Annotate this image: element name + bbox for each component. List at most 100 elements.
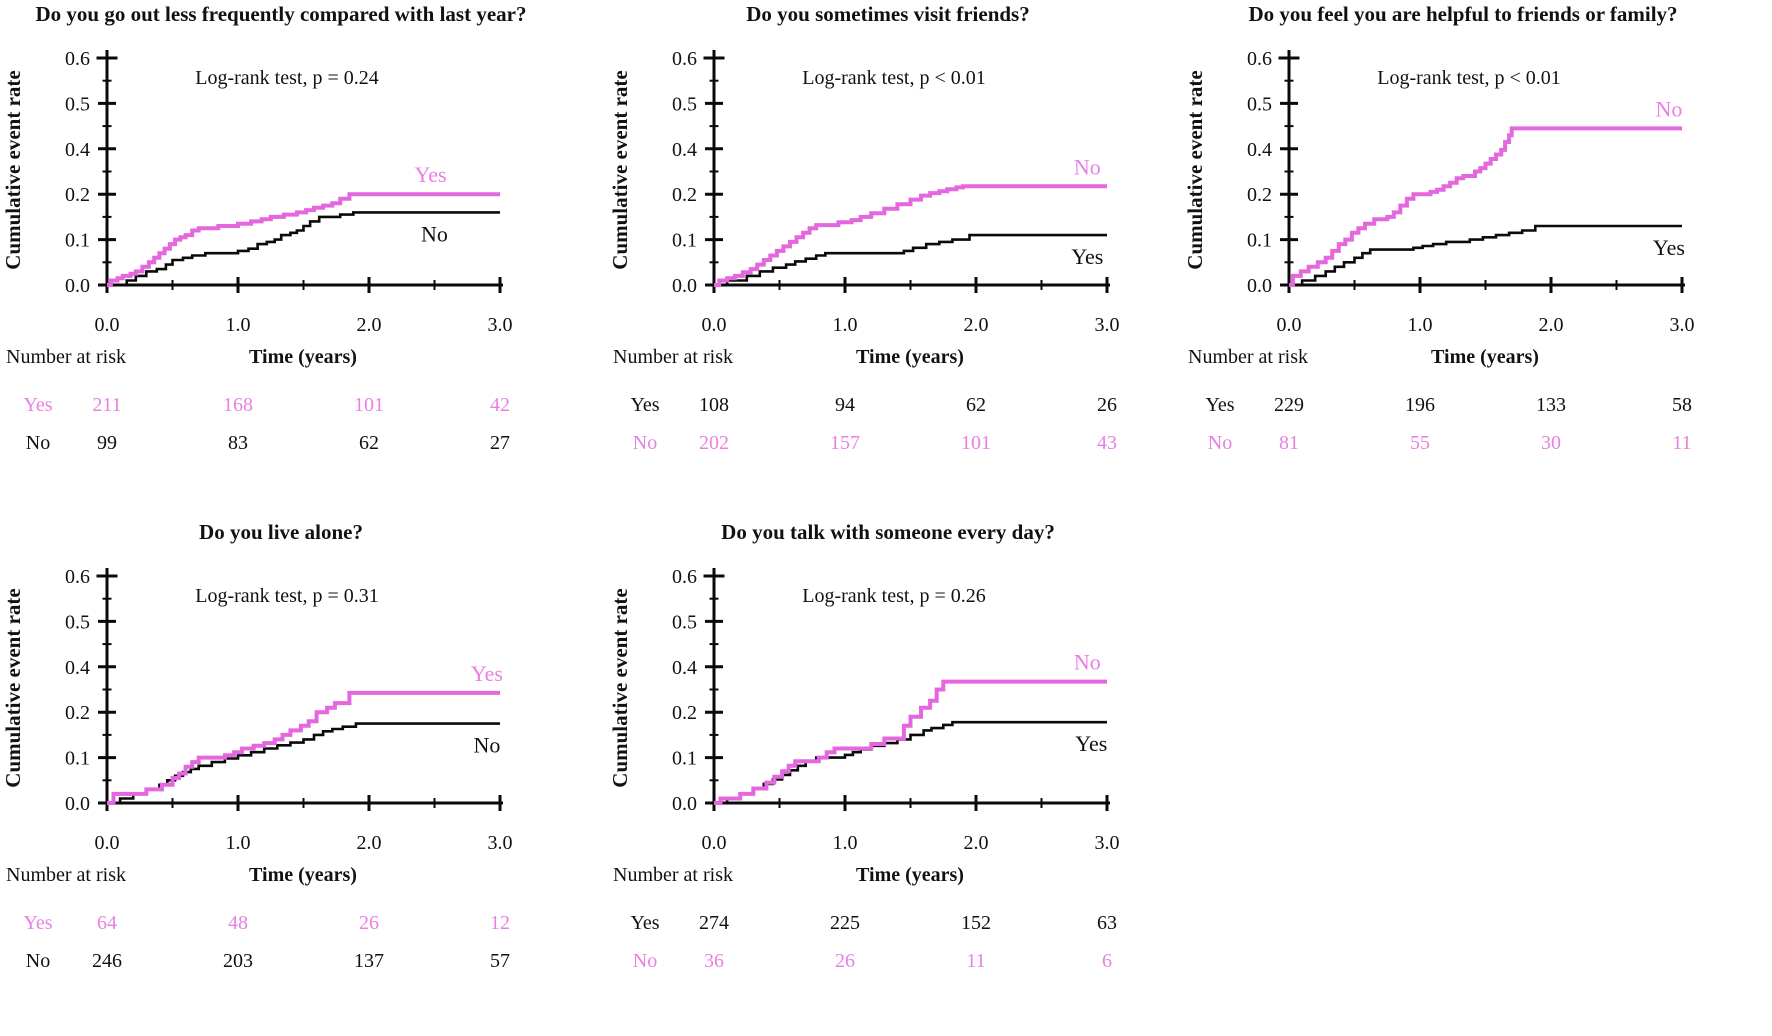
series-line-no bbox=[714, 184, 1107, 287]
series-label-yes: Yes bbox=[471, 661, 503, 686]
risk-count: 152 bbox=[961, 912, 991, 934]
x-tick-label: 2.0 bbox=[964, 314, 989, 336]
y-tick-label: 0.0 bbox=[672, 275, 697, 297]
axes: 0.0 0.1 0.2 0.4 0.5 0.6 0.0 1.0 2.0 3.0 bbox=[1247, 48, 1695, 336]
risk-row-no: No 202 157 101 43 bbox=[607, 430, 1197, 456]
risk-count: 202 bbox=[699, 432, 729, 454]
risk-count: 64 bbox=[97, 912, 117, 934]
y-tick-label: 0.5 bbox=[672, 93, 697, 115]
series-line-yes bbox=[107, 192, 500, 287]
km-panel-live-alone: Do you live alone? Cumulative event rate… bbox=[0, 518, 590, 1036]
risk-count: 42 bbox=[490, 394, 510, 416]
x-tick-label: 3.0 bbox=[488, 314, 513, 336]
x-tick-label: 2.0 bbox=[964, 832, 989, 854]
axes: 0.0 0.1 0.2 0.4 0.5 0.6 0.0 1.0 2.0 3.0 bbox=[672, 566, 1120, 854]
panel-title: Do you talk with someone every day? bbox=[721, 520, 1055, 544]
risk-count: 137 bbox=[354, 950, 384, 972]
y-tick-label: 0.0 bbox=[65, 275, 90, 297]
risk-header-row: Number at risk Time (years) bbox=[607, 864, 1197, 890]
risk-header-row: Number at risk Time (years) bbox=[0, 346, 590, 372]
x-tick-label: 2.0 bbox=[357, 314, 382, 336]
y-axis-title: Cumulative event rate bbox=[1, 588, 25, 787]
risk-count: 81 bbox=[1279, 432, 1299, 454]
km-chart: Cumulative event rate Log-rank test, p <… bbox=[608, 48, 1120, 336]
risk-count: 30 bbox=[1541, 432, 1561, 454]
risk-header-row: Number at risk Time (years) bbox=[607, 346, 1197, 372]
km-chart: Cumulative event rate Log-rank test, p <… bbox=[1183, 48, 1695, 336]
km-panel-go-out-less: Do you go out less frequently compared w… bbox=[0, 0, 590, 518]
risk-count: 27 bbox=[490, 432, 510, 454]
x-axis-title: Time (years) bbox=[1431, 346, 1539, 368]
risk-row-yes: Yes 64 48 26 12 bbox=[0, 910, 590, 936]
risk-header-row: Number at risk Time (years) bbox=[0, 864, 590, 890]
y-tick-label: 0.4 bbox=[672, 139, 697, 161]
y-tick-label: 0.2 bbox=[1247, 184, 1272, 206]
y-tick-label: 0.1 bbox=[672, 230, 697, 252]
series-label-yes: Yes bbox=[1071, 244, 1103, 269]
risk-row-yes: Yes 211 168 101 42 bbox=[0, 392, 590, 418]
number-at-risk-table: Yes 211 168 101 42 No 99 83 62 27 bbox=[0, 0, 590, 518]
series-label-no: No bbox=[1074, 650, 1101, 675]
y-tick-label: 0.2 bbox=[65, 184, 90, 206]
risk-count: 11 bbox=[966, 950, 986, 972]
risk-group-label: Yes bbox=[23, 912, 53, 934]
y-tick-label: 0.1 bbox=[1247, 230, 1272, 252]
x-axis-title: Time (years) bbox=[856, 864, 964, 886]
series-line-no bbox=[1289, 126, 1682, 287]
risk-count: 11 bbox=[1672, 432, 1692, 454]
series-line-no bbox=[107, 211, 500, 287]
km-panel-helpful: Do you feel you are helpful to friends o… bbox=[1182, 0, 1772, 518]
series-label-no: No bbox=[421, 221, 448, 246]
number-at-risk-label: Number at risk bbox=[613, 864, 733, 886]
x-tick-label: 3.0 bbox=[1670, 314, 1695, 336]
x-tick-label: 0.0 bbox=[95, 314, 120, 336]
km-chart: Cumulative event rate Log-rank test, p =… bbox=[1, 48, 513, 336]
risk-row-no: No 81 55 30 11 bbox=[1182, 430, 1772, 456]
risk-count: 62 bbox=[359, 432, 379, 454]
y-tick-label: 0.6 bbox=[672, 48, 697, 70]
risk-count: 246 bbox=[92, 950, 122, 972]
series-label-no: No bbox=[1074, 154, 1101, 179]
y-tick-label: 0.1 bbox=[65, 748, 90, 770]
x-tick-label: 2.0 bbox=[357, 832, 382, 854]
risk-row-no: No 36 26 11 6 bbox=[607, 948, 1197, 974]
y-axis-title: Cumulative event rate bbox=[1, 70, 25, 269]
log-rank-annotation: Log-rank test, p = 0.24 bbox=[195, 67, 378, 89]
y-tick-label: 0.6 bbox=[1247, 48, 1272, 70]
number-at-risk-label: Number at risk bbox=[613, 346, 733, 368]
risk-group-label: Yes bbox=[630, 912, 660, 934]
curves: Yes No bbox=[1289, 96, 1685, 287]
number-at-risk-label: Number at risk bbox=[6, 864, 126, 886]
risk-header-row: Number at risk Time (years) bbox=[1182, 346, 1772, 372]
risk-count: 94 bbox=[835, 394, 855, 416]
y-tick-label: 0.2 bbox=[672, 702, 697, 724]
log-rank-annotation: Log-rank test, p = 0.26 bbox=[802, 585, 985, 607]
y-tick-label: 0.4 bbox=[65, 139, 90, 161]
risk-count: 36 bbox=[704, 950, 724, 972]
x-axis-title: Time (years) bbox=[856, 346, 964, 368]
risk-row-no: No 246 203 137 57 bbox=[0, 948, 590, 974]
km-chart: Cumulative event rate Log-rank test, p =… bbox=[608, 566, 1120, 854]
number-at-risk-label: Number at risk bbox=[1188, 346, 1308, 368]
risk-count: 133 bbox=[1536, 394, 1566, 416]
risk-count: 229 bbox=[1274, 394, 1304, 416]
y-tick-label: 0.2 bbox=[65, 702, 90, 724]
risk-count: 48 bbox=[228, 912, 248, 934]
panel-title: Do you go out less frequently compared w… bbox=[35, 2, 527, 26]
risk-group-label: Yes bbox=[1205, 394, 1235, 416]
x-axis-title: Time (years) bbox=[249, 864, 357, 886]
y-tick-label: 0.5 bbox=[65, 93, 90, 115]
curves: Yes No bbox=[714, 154, 1107, 287]
y-tick-label: 0.1 bbox=[672, 748, 697, 770]
x-tick-label: 1.0 bbox=[833, 832, 858, 854]
series-label-yes: Yes bbox=[415, 162, 447, 187]
x-tick-label: 1.0 bbox=[833, 314, 858, 336]
x-tick-label: 0.0 bbox=[1277, 314, 1302, 336]
panel-title: Do you live alone? bbox=[199, 520, 363, 544]
risk-count: 12 bbox=[490, 912, 510, 934]
risk-count: 57 bbox=[490, 950, 510, 972]
series-line-no bbox=[714, 679, 1107, 805]
x-tick-label: 0.0 bbox=[95, 832, 120, 854]
number-at-risk-table: Yes 229 196 133 58 No 81 55 30 11 bbox=[1182, 0, 1772, 518]
x-axis-title: Time (years) bbox=[249, 346, 357, 368]
